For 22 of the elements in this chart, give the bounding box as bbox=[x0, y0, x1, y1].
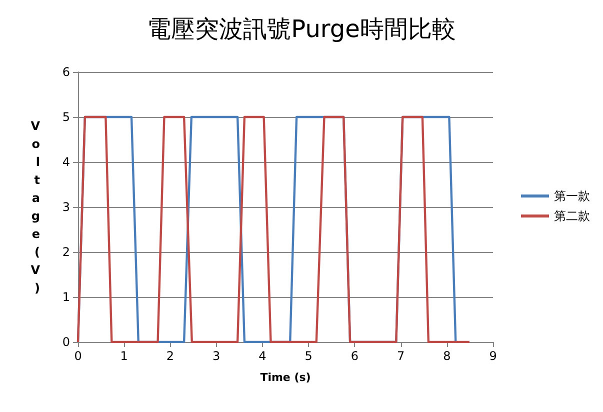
x-tick-label: 2 bbox=[166, 349, 174, 363]
x-tick-label: 9 bbox=[489, 349, 497, 363]
y-tick-label: 1 bbox=[62, 290, 70, 304]
x-tick-label: 7 bbox=[396, 349, 405, 363]
y-tick-label: 4 bbox=[62, 155, 70, 169]
x-tick-label: 3 bbox=[212, 349, 220, 363]
x-axis-title: Time (s) bbox=[260, 371, 311, 384]
text: Voltage(V) bbox=[30, 119, 40, 295]
x-tick-label: 8 bbox=[443, 349, 451, 363]
legend-label: 第一款 bbox=[554, 189, 590, 203]
chart-title: 電壓突波訊號Purge時間比較 bbox=[147, 15, 456, 43]
y-tick-label: 2 bbox=[62, 245, 70, 259]
x-tick-label: 1 bbox=[120, 349, 128, 363]
y-tick-label: 0 bbox=[62, 335, 70, 349]
y-tick-label: 3 bbox=[62, 200, 70, 214]
x-tick-label: 6 bbox=[350, 349, 358, 363]
x-tick-label: 5 bbox=[304, 349, 312, 363]
x-tick-label: 4 bbox=[258, 349, 266, 363]
x-tick-label: 0 bbox=[74, 349, 82, 363]
y-tick-label: 6 bbox=[62, 65, 70, 79]
legend-label: 第二款 bbox=[554, 209, 590, 223]
y-tick-label: 5 bbox=[62, 110, 70, 124]
